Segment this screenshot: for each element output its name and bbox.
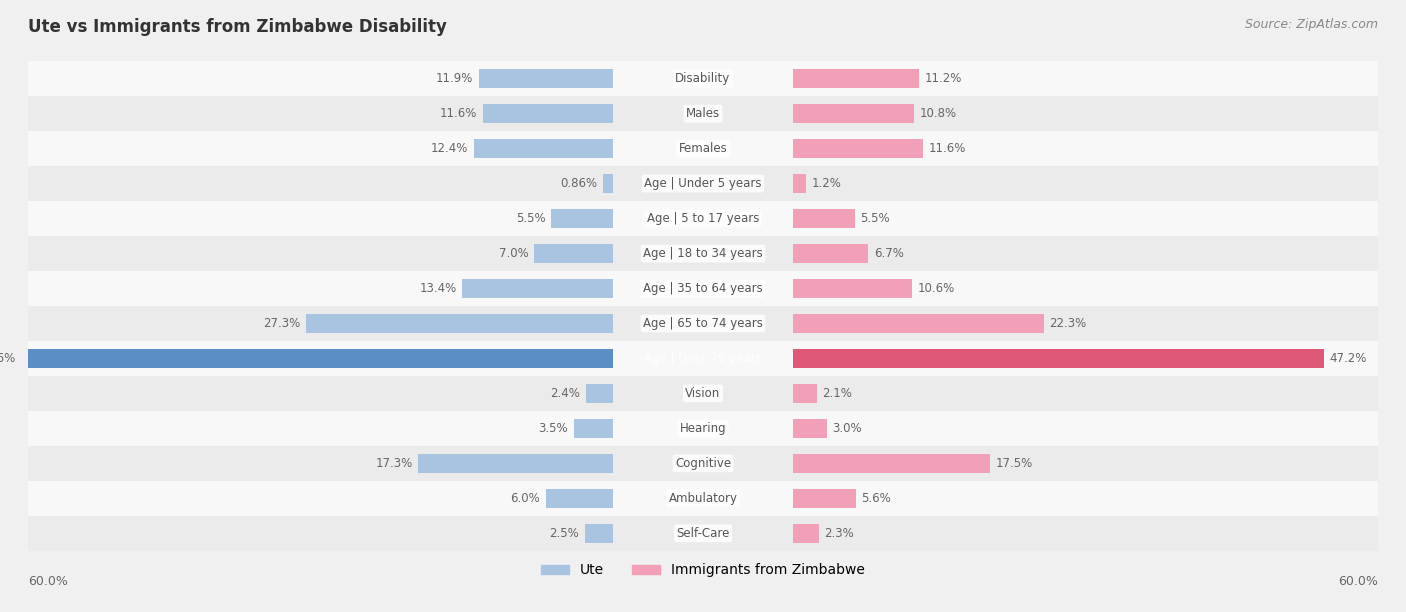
Bar bbox=[793, 384, 817, 403]
Bar bbox=[28, 376, 1378, 411]
Bar bbox=[419, 453, 613, 473]
Text: Self-Care: Self-Care bbox=[676, 527, 730, 540]
Bar bbox=[28, 341, 1378, 376]
Text: 47.2%: 47.2% bbox=[1330, 352, 1367, 365]
Bar bbox=[793, 174, 807, 193]
Text: 5.6%: 5.6% bbox=[862, 492, 891, 505]
Bar bbox=[793, 139, 924, 159]
Bar bbox=[793, 209, 855, 228]
Bar bbox=[28, 271, 1378, 306]
Text: Cognitive: Cognitive bbox=[675, 457, 731, 470]
Bar bbox=[793, 104, 914, 123]
Bar bbox=[793, 453, 990, 473]
Bar bbox=[551, 209, 613, 228]
Bar bbox=[603, 174, 613, 193]
Bar bbox=[793, 489, 856, 508]
Text: 1.2%: 1.2% bbox=[813, 177, 842, 190]
Text: 11.6%: 11.6% bbox=[929, 142, 966, 155]
Text: Age | 18 to 34 years: Age | 18 to 34 years bbox=[643, 247, 763, 260]
Bar bbox=[28, 166, 1378, 201]
Text: 11.2%: 11.2% bbox=[925, 72, 962, 85]
Text: Males: Males bbox=[686, 107, 720, 120]
Bar bbox=[585, 524, 613, 543]
Bar bbox=[546, 489, 613, 508]
Text: 2.3%: 2.3% bbox=[824, 527, 855, 540]
Bar bbox=[28, 481, 1378, 516]
Bar bbox=[793, 244, 869, 263]
Bar bbox=[482, 104, 613, 123]
Bar bbox=[793, 314, 1043, 333]
Bar bbox=[586, 384, 613, 403]
Text: 5.5%: 5.5% bbox=[860, 212, 890, 225]
Text: Disability: Disability bbox=[675, 72, 731, 85]
Bar bbox=[793, 349, 1324, 368]
Bar bbox=[793, 279, 912, 298]
Bar bbox=[793, 69, 920, 88]
Text: 3.0%: 3.0% bbox=[832, 422, 862, 435]
Bar bbox=[793, 419, 827, 438]
Bar bbox=[28, 96, 1378, 131]
Text: 2.1%: 2.1% bbox=[823, 387, 852, 400]
Bar bbox=[21, 349, 613, 368]
Text: Age | 65 to 74 years: Age | 65 to 74 years bbox=[643, 317, 763, 330]
Text: 60.0%: 60.0% bbox=[28, 575, 67, 588]
Text: 3.5%: 3.5% bbox=[538, 422, 568, 435]
Text: 13.4%: 13.4% bbox=[419, 282, 457, 295]
Text: Source: ZipAtlas.com: Source: ZipAtlas.com bbox=[1244, 18, 1378, 31]
Text: 52.6%: 52.6% bbox=[0, 352, 15, 365]
Text: 6.7%: 6.7% bbox=[875, 247, 904, 260]
Text: 60.0%: 60.0% bbox=[1339, 575, 1378, 588]
Bar bbox=[28, 306, 1378, 341]
Legend: Ute, Immigrants from Zimbabwe: Ute, Immigrants from Zimbabwe bbox=[536, 558, 870, 583]
Text: 5.5%: 5.5% bbox=[516, 212, 546, 225]
Text: 10.6%: 10.6% bbox=[918, 282, 955, 295]
Bar bbox=[479, 69, 613, 88]
Text: 17.3%: 17.3% bbox=[375, 457, 413, 470]
Text: 10.8%: 10.8% bbox=[920, 107, 957, 120]
Text: Age | 5 to 17 years: Age | 5 to 17 years bbox=[647, 212, 759, 225]
Bar bbox=[463, 279, 613, 298]
Text: Age | 35 to 64 years: Age | 35 to 64 years bbox=[643, 282, 763, 295]
Text: Hearing: Hearing bbox=[679, 422, 727, 435]
Text: 6.0%: 6.0% bbox=[510, 492, 540, 505]
Text: 11.6%: 11.6% bbox=[440, 107, 477, 120]
Bar bbox=[28, 61, 1378, 96]
Bar bbox=[574, 419, 613, 438]
Bar bbox=[28, 516, 1378, 551]
Text: Vision: Vision bbox=[685, 387, 721, 400]
Bar bbox=[793, 524, 818, 543]
Bar bbox=[28, 411, 1378, 446]
Text: 17.5%: 17.5% bbox=[995, 457, 1032, 470]
Text: Age | Over 75 years: Age | Over 75 years bbox=[644, 352, 762, 365]
Bar bbox=[28, 236, 1378, 271]
Text: 12.4%: 12.4% bbox=[430, 142, 468, 155]
Bar bbox=[28, 446, 1378, 481]
Text: 0.86%: 0.86% bbox=[561, 177, 598, 190]
Text: 2.5%: 2.5% bbox=[550, 527, 579, 540]
Text: Ute vs Immigrants from Zimbabwe Disability: Ute vs Immigrants from Zimbabwe Disabili… bbox=[28, 18, 447, 36]
Text: 7.0%: 7.0% bbox=[499, 247, 529, 260]
Bar bbox=[534, 244, 613, 263]
Bar bbox=[28, 201, 1378, 236]
Text: Females: Females bbox=[679, 142, 727, 155]
Text: Age | Under 5 years: Age | Under 5 years bbox=[644, 177, 762, 190]
Text: 27.3%: 27.3% bbox=[263, 317, 301, 330]
Text: 22.3%: 22.3% bbox=[1049, 317, 1087, 330]
Bar bbox=[28, 131, 1378, 166]
Bar bbox=[307, 314, 613, 333]
Bar bbox=[474, 139, 613, 159]
Text: 11.9%: 11.9% bbox=[436, 72, 474, 85]
Text: 2.4%: 2.4% bbox=[551, 387, 581, 400]
Text: Ambulatory: Ambulatory bbox=[668, 492, 738, 505]
